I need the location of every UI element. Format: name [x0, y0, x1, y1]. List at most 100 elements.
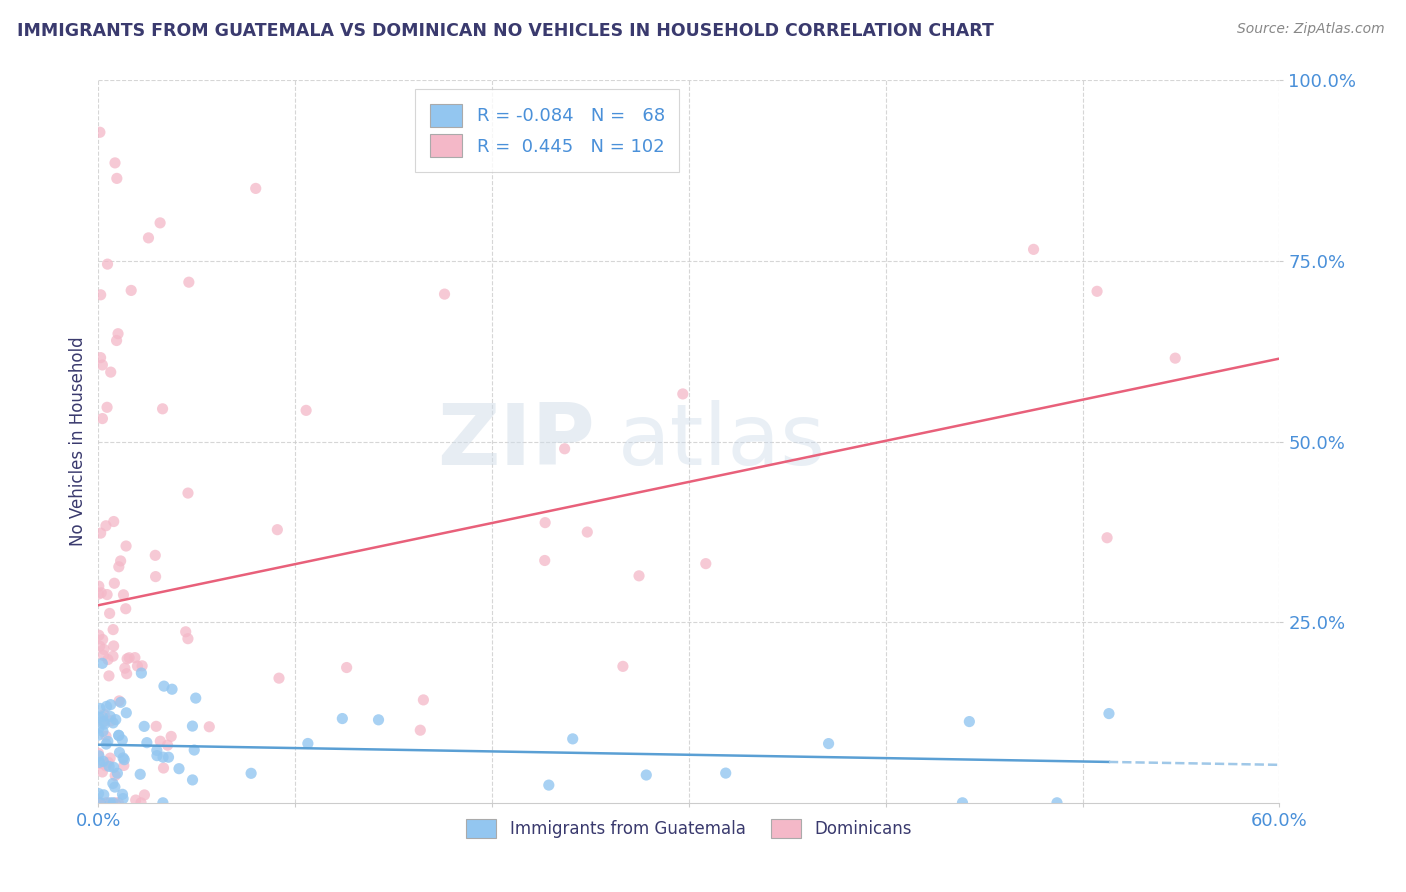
Point [134, 788, 156, 802]
Point [156, 738, 179, 752]
Point [87, 747, 110, 761]
Point [93, 642, 115, 657]
Point [125, 793, 148, 807]
Point [433, 287, 456, 301]
Point [145, 569, 167, 583]
Y-axis label: No Vehicles in Household: No Vehicles in Household [69, 336, 87, 547]
Point [295, 403, 318, 417]
Point [96, 737, 118, 751]
Point [87, 795, 110, 809]
Point [87, 787, 110, 801]
Point [101, 715, 124, 730]
Text: ZIP: ZIP [437, 400, 595, 483]
Point [93, 648, 115, 663]
Point [94, 729, 117, 743]
Text: Source: ZipAtlas.com: Source: ZipAtlas.com [1237, 22, 1385, 37]
Point [1046, 796, 1069, 810]
Point [90, 351, 112, 365]
Point [409, 723, 432, 738]
Point [87, 579, 110, 593]
Point [87, 628, 110, 642]
Point [104, 713, 127, 727]
Point [108, 694, 131, 708]
Point [98, 759, 121, 773]
Text: atlas: atlas [619, 400, 827, 483]
Point [145, 719, 167, 733]
Point [98, 709, 121, 723]
Point [107, 728, 129, 742]
Point [152, 401, 174, 416]
Point [152, 796, 174, 810]
Text: IMMIGRANTS FROM GUATEMALA VS DOMINICAN NO VEHICLES IN HOUSEHOLD CORRELATION CHAR: IMMIGRANTS FROM GUATEMALA VS DOMINICAN N… [17, 22, 994, 40]
Point [160, 730, 183, 744]
Point [177, 275, 200, 289]
Point [146, 748, 169, 763]
Point [100, 714, 122, 728]
Point [149, 734, 172, 748]
Point [367, 713, 389, 727]
Point [181, 719, 204, 733]
Point [91, 411, 114, 425]
Point [110, 554, 132, 568]
Point [105, 766, 128, 780]
Point [104, 780, 127, 794]
Point [100, 365, 122, 379]
Point [240, 766, 263, 780]
Point [131, 666, 153, 681]
Point [157, 750, 180, 764]
Point [103, 639, 125, 653]
Point [108, 559, 131, 574]
Point [152, 750, 174, 764]
Point [112, 751, 135, 765]
Point [198, 720, 221, 734]
Point [129, 767, 152, 781]
Point [89, 701, 111, 715]
Point [628, 569, 651, 583]
Point [89, 756, 111, 770]
Point [98, 751, 121, 765]
Point [97, 734, 120, 748]
Point [576, 524, 599, 539]
Point [695, 557, 717, 571]
Point [89, 756, 111, 771]
Point [101, 776, 124, 790]
Point [714, 766, 737, 780]
Point [143, 549, 166, 563]
Point [89, 711, 111, 725]
Point [91, 358, 114, 372]
Point [112, 588, 135, 602]
Point [107, 796, 129, 810]
Point [104, 156, 127, 170]
Point [101, 796, 124, 810]
Point [97, 756, 120, 770]
Point [1095, 531, 1118, 545]
Point [612, 659, 634, 673]
Point [96, 257, 118, 271]
Point [103, 576, 125, 591]
Point [93, 714, 115, 729]
Point [91, 657, 114, 671]
Point [94, 796, 117, 810]
Point [93, 788, 115, 802]
Point [267, 671, 290, 685]
Point [554, 442, 576, 456]
Point [1022, 243, 1045, 257]
Point [89, 796, 111, 810]
Point [89, 639, 111, 653]
Point [97, 652, 120, 666]
Point [167, 762, 190, 776]
Point [96, 699, 118, 714]
Point [952, 796, 974, 810]
Point [184, 691, 207, 706]
Point [101, 649, 124, 664]
Point [174, 624, 197, 639]
Point [672, 387, 695, 401]
Point [817, 737, 839, 751]
Point [101, 623, 124, 637]
Point [115, 539, 138, 553]
Point [177, 486, 200, 500]
Point [115, 652, 138, 666]
Point [127, 659, 149, 673]
Point [107, 326, 129, 341]
Point [108, 746, 131, 760]
